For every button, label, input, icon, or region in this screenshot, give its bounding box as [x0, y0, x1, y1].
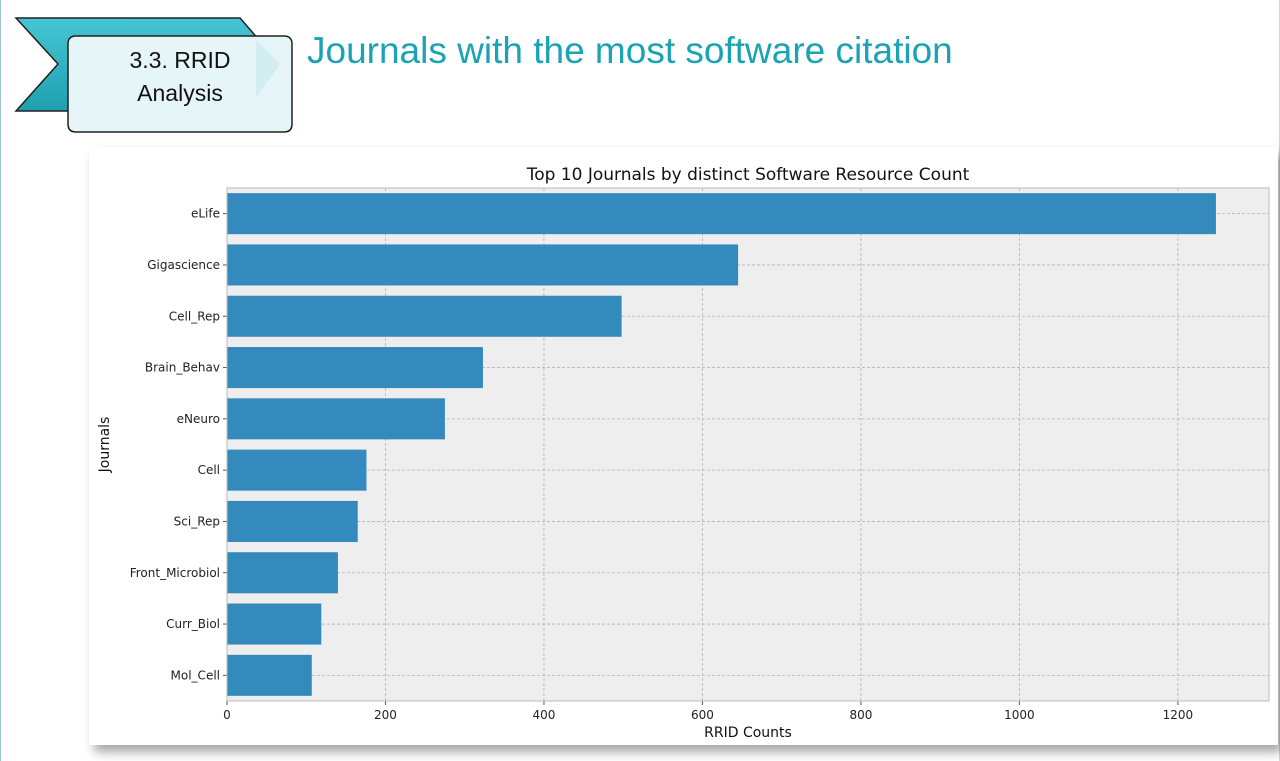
bar — [227, 398, 445, 440]
y-tick-label: Cell — [198, 463, 220, 477]
y-tick-label: eNeuro — [177, 412, 220, 426]
bar — [227, 295, 622, 337]
x-tick-label: 0 — [223, 708, 231, 722]
bar — [227, 193, 1216, 235]
x-tick-label: 1000 — [1004, 708, 1035, 722]
x-tick-label: 200 — [374, 708, 397, 722]
slide-title: Journals with the most software citation — [307, 30, 953, 71]
x-tick-label: 600 — [691, 708, 714, 722]
y-tick-label: Cell_Rep — [169, 309, 220, 323]
x-axis-label: RRID Counts — [704, 725, 792, 741]
left-border-line — [0, 0, 1, 761]
y-axis-label: Journals — [97, 417, 113, 474]
plot-frame — [226, 187, 1270, 702]
badge-panel-arrow-tip — [256, 40, 280, 98]
bar — [227, 552, 338, 594]
bar-chart: 0 200 400 600 800 1000 1200 eLife Gigascience Cel… — [97, 165, 1270, 741]
y-tick-label: Sci_Rep — [174, 514, 220, 528]
x-tick-label: 800 — [849, 708, 872, 722]
badge-panel-shape — [67, 35, 293, 133]
bar — [227, 449, 367, 491]
bar — [227, 347, 483, 389]
bar — [227, 603, 322, 645]
y-tick-label: Mol_Cell — [171, 668, 220, 682]
x-tick-label: 400 — [533, 708, 556, 722]
chart-card: 0 200 400 600 800 1000 1200 eLife Gigascience Cel… — [89, 147, 1278, 745]
bar — [227, 244, 739, 286]
bar — [227, 500, 358, 542]
y-tick-label: Curr_Biol — [166, 617, 220, 631]
y-tick-label: Front_Microbiol — [130, 566, 220, 580]
y-tick-label: Brain_Behav — [145, 361, 220, 375]
section-badge-line2: Analysis — [137, 80, 223, 106]
section-badge: 3.3. RRID Analysis — [70, 44, 290, 110]
x-tick-label: 1200 — [1163, 708, 1194, 722]
section-badge-line1: 3.3. RRID — [129, 47, 231, 73]
bar — [227, 654, 312, 696]
y-tick-label: Gigascience — [147, 258, 220, 272]
y-tick-label: eLife — [191, 207, 220, 221]
section-badge-graphic — [14, 17, 293, 133]
chart-title: Top 10 Journals by distinct Software Res… — [526, 165, 970, 185]
